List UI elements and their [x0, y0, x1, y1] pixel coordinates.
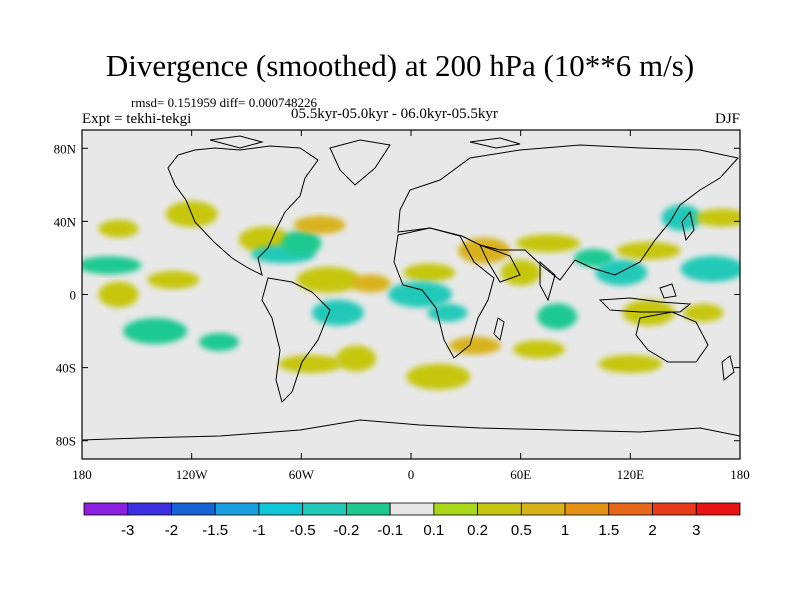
colorbar-swatch — [564, 502, 610, 516]
divergence-region — [500, 259, 541, 286]
colorbar-swatch — [608, 502, 653, 516]
colorbar-label: 2 — [648, 522, 656, 539]
colorbar-label: -0.1 — [377, 522, 403, 539]
colorbar: -3 -2 -1.5 -1 -0.5 -0.2 -0.1 0.1 0.2 0.5 1 1.5 2 3 — [83, 502, 741, 539]
x-tick-label: 0 — [408, 467, 415, 482]
experiment-label: Expt = tekhi-tekgi — [82, 111, 192, 127]
divergence-region — [458, 237, 511, 264]
divergence-region — [573, 248, 614, 267]
divergence-region — [147, 270, 200, 289]
colorbar-swatch — [695, 502, 741, 516]
colorbar-label: -2 — [165, 522, 178, 539]
colorbar-swatch — [258, 502, 304, 516]
y-tick-label: 80N — [54, 141, 77, 156]
divergence-region — [82, 256, 142, 275]
divergence-region — [516, 234, 581, 253]
colorbar-label: -1.5 — [202, 522, 228, 539]
divergence-region — [311, 299, 364, 326]
colorbar-label: -0.5 — [290, 522, 316, 539]
colorbar-swatch — [83, 502, 129, 516]
colorbar-label: 1.5 — [598, 522, 619, 539]
colorbar-swatch — [520, 502, 566, 516]
divergence-region — [403, 263, 456, 282]
divergence-region — [598, 354, 663, 373]
divergence-region — [388, 281, 453, 308]
colorbar-label: 0.1 — [423, 522, 444, 539]
colorbar-swatch — [214, 502, 260, 516]
colorbar-swatch — [433, 502, 479, 516]
colorbar-label: 0.5 — [511, 522, 532, 539]
divergence-region — [199, 333, 240, 352]
colorbar-swatch — [171, 502, 216, 516]
divergence-region — [512, 340, 565, 359]
divergence-region — [293, 216, 346, 235]
divergence-region — [537, 303, 578, 330]
chart-title: Divergence (smoothed) at 200 hPa (10**6 … — [105, 48, 695, 83]
divergence-region — [680, 255, 740, 282]
y-tick-label: 80S — [56, 434, 76, 449]
colorbar-label: -3 — [121, 522, 134, 539]
divergence-region — [427, 303, 468, 322]
colorbar-label: -0.2 — [333, 522, 359, 539]
divergence-region — [683, 303, 724, 322]
divergence-region — [661, 204, 702, 231]
divergence-region — [296, 266, 361, 293]
period-label: 05.5kyr-05.0kyr - 06.0kyr-05.5kyr — [291, 106, 498, 122]
divergence-region — [98, 281, 139, 308]
divergence-region — [278, 354, 343, 373]
rmsd-diff-stats: rmsd= 0.151959 diff= 0.000748226 — [131, 95, 317, 110]
map-axes: 180 120W 60W 0 60E 120E 180 80N 40N 0 40S 80S — [54, 130, 750, 482]
x-tick-label: 180 — [730, 467, 750, 482]
colorbar-swatch — [652, 502, 697, 516]
colorbar-swatch — [389, 502, 435, 516]
x-tick-label: 60E — [510, 467, 531, 482]
colorbar-label: -1 — [252, 522, 265, 539]
divergence-region — [448, 336, 501, 355]
season-label: DJF — [714, 111, 740, 127]
y-tick-label: 40S — [56, 361, 76, 376]
divergence-region — [98, 219, 139, 238]
divergence-region — [123, 318, 188, 345]
divergence-region — [616, 241, 681, 260]
y-tick-label: 40N — [54, 214, 77, 229]
divergence-region — [622, 299, 675, 326]
colorbar-swatch — [345, 502, 391, 516]
colorbar-label: 1 — [561, 522, 569, 539]
x-tick-label: 180 — [72, 467, 92, 482]
divergence-region — [695, 208, 740, 227]
x-tick-label: 120W — [176, 467, 209, 482]
y-tick-label: 0 — [70, 288, 77, 303]
divergence-region — [406, 363, 471, 390]
divergence-region — [336, 345, 377, 372]
divergence-field — [82, 201, 740, 390]
colorbar-swatch — [127, 502, 172, 516]
divergence-region — [350, 274, 391, 293]
colorbar-label: 0.2 — [467, 522, 488, 539]
divergence-region — [595, 259, 648, 286]
divergence-region — [281, 230, 322, 257]
colorbar-swatch — [302, 502, 347, 516]
coastlines — [82, 135, 740, 441]
x-tick-label: 120E — [617, 467, 645, 482]
colorbar-label: 3 — [692, 522, 700, 539]
colorbar-swatch — [477, 502, 522, 516]
x-tick-label: 60W — [289, 467, 315, 482]
